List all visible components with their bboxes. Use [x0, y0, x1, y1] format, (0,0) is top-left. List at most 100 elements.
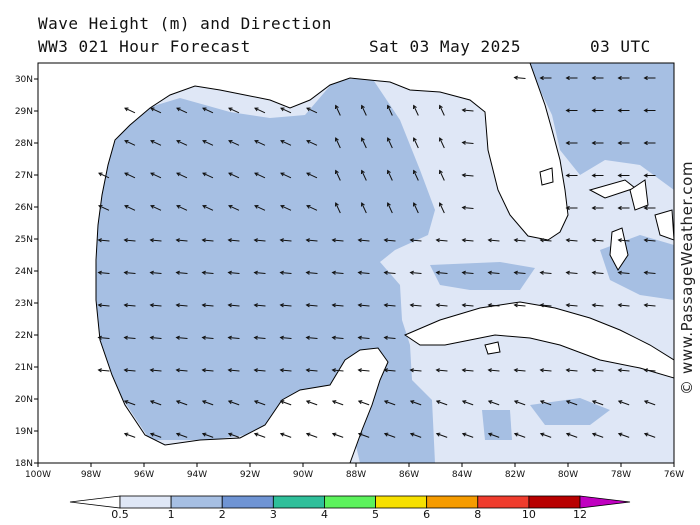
colorbar [69, 495, 631, 509]
wave-arrow [383, 335, 396, 340]
colorbar-label: 5 [372, 508, 380, 521]
wave-arrow [565, 140, 578, 146]
wave-arrow [175, 238, 188, 243]
wave-arrow [123, 303, 136, 308]
lon-tick-label: 90W [293, 470, 313, 480]
wave-arrow [513, 400, 526, 406]
wave-arrow [409, 432, 422, 438]
lon-tick-label: 84W [452, 470, 472, 480]
wave-arrow [253, 400, 266, 406]
wave-arrow [487, 270, 500, 275]
lon-tick-label: 80W [558, 470, 578, 480]
wave-arrow [253, 432, 266, 438]
lat-tick-label: 21N [15, 363, 33, 373]
wave-arrow [227, 270, 240, 275]
colorbar-segment [119, 495, 172, 509]
land-andros [609, 227, 629, 271]
wave-arrow [513, 238, 526, 243]
wave-arrow [643, 270, 656, 275]
wave-arrow [254, 139, 266, 146]
wave-arrow [435, 270, 448, 275]
wave-arrow [360, 169, 367, 181]
wave-arrow [409, 303, 422, 308]
wave-direction-arrows [97, 75, 656, 438]
wave-arrow [565, 400, 578, 406]
wave-arrow [228, 204, 240, 211]
wave-arrow [357, 335, 370, 340]
wave-arrow [305, 400, 318, 406]
land-abaco [629, 179, 649, 211]
wave-arrow [513, 75, 526, 80]
wave-arrow [150, 172, 162, 179]
wave-arrow [305, 335, 318, 340]
wave-arrow [565, 270, 578, 275]
wave-arrow [331, 335, 344, 340]
wave-arrow [124, 172, 136, 179]
wave-arrow [280, 107, 292, 114]
wave-arrow [617, 173, 630, 178]
wave-arrow [383, 400, 396, 406]
wave-arrow [386, 104, 393, 116]
colorbar-label: 12 [573, 508, 587, 521]
wave-arrow [643, 368, 656, 373]
wave-arrow [253, 270, 266, 275]
wave-arrow [306, 107, 318, 114]
wave-arrow [461, 238, 474, 243]
wave-arrow [383, 303, 396, 308]
wave-arrow [513, 432, 526, 438]
wave-arrow [386, 137, 393, 149]
wave-arrow [334, 202, 341, 214]
wave-arrow [280, 172, 292, 179]
wave-arrow [591, 432, 604, 438]
wave-arrow [201, 335, 214, 340]
wave-arrow [617, 303, 630, 308]
wave-arrow [539, 238, 552, 243]
wave-arrow [305, 368, 318, 373]
wave-arrow [617, 75, 630, 81]
colorbar-label: 4 [320, 508, 328, 521]
wave-arrow [643, 238, 656, 243]
wave-arrow [565, 75, 578, 81]
wave-arrow [412, 137, 419, 149]
lat-tick-label: 29N [15, 107, 33, 117]
lat-tick-label: 27N [15, 171, 33, 181]
wave-arrow [97, 335, 110, 340]
wave-arrow [591, 400, 604, 406]
lat-tick-label: 25N [15, 235, 33, 245]
wave-arrow [591, 270, 604, 275]
wave-arrow [643, 205, 656, 211]
wave-arrow [461, 140, 474, 145]
lat-tick-label: 20N [15, 395, 33, 405]
land-lake-okeechobee [539, 167, 554, 186]
band-south-patch-2 [482, 410, 512, 440]
wave-arrow [176, 107, 188, 114]
band-atlantic [530, 63, 674, 190]
lat-tick-label: 26N [15, 203, 33, 213]
lon-tick-label: 100W [25, 470, 51, 480]
wave-arrow [383, 432, 396, 438]
lat-tick-label: 28N [15, 139, 33, 149]
wave-arrow [201, 270, 214, 275]
wave-arrow [591, 75, 604, 81]
wave-arrow [254, 204, 266, 211]
wave-arrow [487, 400, 500, 406]
colorbar-segment [324, 495, 376, 509]
colorbar-segment [528, 495, 581, 509]
land-usa [38, 63, 569, 463]
lat-tick-label: 23N [15, 299, 33, 309]
lon-tick-label: 76W [664, 470, 684, 480]
wave-arrow [305, 432, 318, 438]
wave-arrow [487, 368, 500, 373]
wave-arrow [461, 205, 474, 210]
wave-arrow [357, 368, 370, 373]
latitude-axis: 30N 29N 28N 27N 26N 25N 24N 23N 22N 21N 20N 19N 18N [15, 75, 38, 469]
wave-arrow [438, 169, 445, 181]
wave-arrow [123, 270, 136, 275]
wave-arrow [306, 139, 318, 146]
wave-arrow [565, 205, 578, 211]
wave-arrow [461, 108, 474, 113]
wave-arrow [357, 270, 370, 275]
colorbar-label: 8 [474, 508, 482, 521]
wave-arrow [461, 368, 474, 373]
